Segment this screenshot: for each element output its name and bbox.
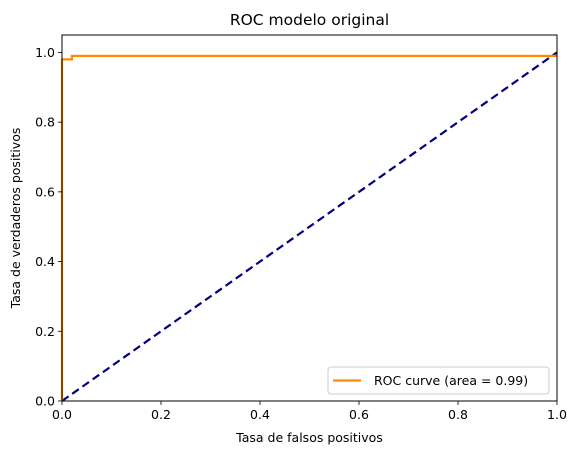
legend: ROC curve (area = 0.99) — [327, 366, 550, 395]
x-tick-label: 0.6 — [349, 407, 369, 422]
x-tick-label: 0.8 — [448, 407, 468, 422]
x-tick-label: 0.0 — [52, 407, 72, 422]
y-axis-label: Tasa de verdaderos positivos — [8, 128, 23, 310]
axis-ticks: 0.0 0.2 0.4 0.6 0.8 1.0 0.0 0.2 0.4 0.6 0.8 1.0 — [35, 45, 567, 422]
plot-area — [62, 35, 557, 401]
y-tick-label: 0.2 — [35, 324, 55, 339]
legend-box — [327, 366, 550, 395]
x-tick-label: 0.4 — [250, 407, 270, 422]
chance-diagonal-line — [61, 51, 558, 402]
y-tick-label: 1.0 — [35, 45, 55, 60]
x-tick-label: 1.0 — [547, 407, 567, 422]
axes-frame — [61, 34, 558, 402]
y-tick-label: 0.4 — [35, 254, 55, 269]
y-tick-label: 0.8 — [35, 115, 55, 130]
y-tick-label: 0.6 — [35, 184, 55, 199]
x-tick-label: 0.2 — [151, 407, 171, 422]
x-axis-label: Tasa de falsos positivos — [235, 430, 383, 445]
chart-title: ROC modelo original — [230, 11, 389, 29]
legend-label-roc: ROC curve (area = 0.99) — [374, 373, 528, 388]
y-tick-label: 0.0 — [35, 394, 55, 409]
